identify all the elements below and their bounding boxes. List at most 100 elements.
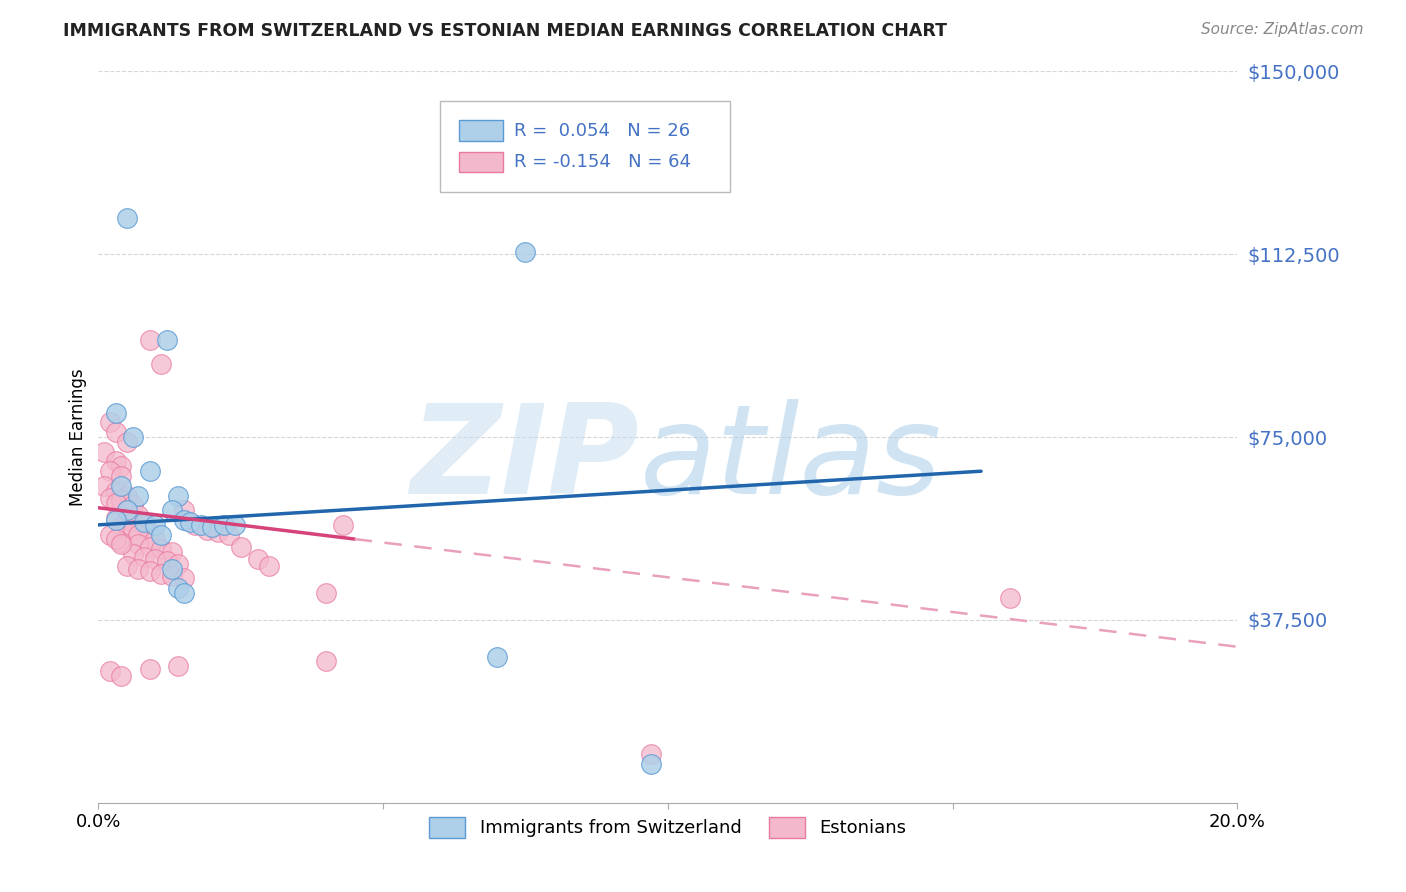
Point (104, 454, 127, 468)
Point (98, 664, 121, 678)
Point (156, 554, 179, 568)
Point (138, 333, 160, 347)
Point (218, 527, 240, 541)
Point (110, 493, 132, 508)
Point (110, 537, 132, 551)
Point (167, 659, 190, 673)
Point (332, 517, 354, 532)
Point (145, 517, 167, 532)
Text: R =  0.054   N = 26: R = 0.054 N = 26 (515, 121, 690, 140)
Point (486, 649, 509, 664)
Legend: Immigrants from Switzerland, Estonians: Immigrants from Switzerland, Estonians (422, 810, 914, 845)
FancyBboxPatch shape (440, 101, 731, 192)
Point (104, 533, 127, 547)
Point (207, 525, 229, 540)
Point (173, 513, 195, 527)
Point (132, 517, 155, 532)
Point (145, 533, 167, 547)
Point (190, 517, 212, 532)
Point (195, 523, 218, 537)
Point (998, 591, 1021, 605)
Point (110, 669, 132, 683)
Point (515, 244, 537, 259)
Point (167, 581, 190, 595)
Point (93, 444, 115, 458)
Point (315, 586, 337, 600)
Point (98, 416, 121, 430)
Point (127, 562, 149, 576)
Point (167, 489, 190, 503)
Point (93, 479, 115, 493)
Text: atlas: atlas (640, 399, 942, 519)
Point (150, 566, 173, 581)
Point (115, 503, 138, 517)
Point (98, 464, 121, 478)
Point (138, 540, 160, 554)
Point (115, 559, 138, 574)
Point (121, 499, 143, 513)
Point (115, 513, 138, 527)
Point (145, 552, 167, 566)
Text: IMMIGRANTS FROM SWITZERLAND VS ESTONIAN MEDIAN EARNINGS CORRELATION CHART: IMMIGRANTS FROM SWITZERLAND VS ESTONIAN … (63, 22, 948, 40)
Point (162, 544, 184, 558)
Point (150, 357, 173, 371)
Point (104, 425, 127, 440)
Point (98, 491, 121, 505)
Point (104, 496, 127, 510)
Point (127, 489, 149, 503)
Point (104, 510, 127, 524)
Point (132, 516, 155, 530)
Point (259, 559, 281, 574)
Point (104, 513, 127, 527)
Point (115, 503, 138, 517)
Point (115, 489, 138, 503)
Point (104, 483, 127, 498)
Point (98, 527, 121, 541)
Point (121, 516, 143, 530)
Point (173, 586, 195, 600)
Point (212, 517, 235, 532)
Y-axis label: Median Earnings: Median Earnings (69, 368, 87, 506)
Point (184, 517, 207, 532)
Point (127, 508, 149, 522)
Point (162, 569, 184, 583)
Point (640, 756, 662, 771)
Point (104, 406, 127, 420)
Point (138, 564, 160, 578)
Point (115, 434, 138, 449)
Point (110, 459, 132, 474)
Point (138, 525, 160, 540)
Text: ZIP: ZIP (411, 399, 640, 519)
Point (121, 547, 143, 561)
Point (229, 540, 252, 554)
Point (201, 520, 224, 534)
Point (315, 654, 337, 668)
Point (224, 517, 246, 532)
Point (173, 503, 195, 517)
Point (110, 469, 132, 483)
Point (132, 549, 155, 564)
Point (121, 523, 143, 537)
Point (110, 535, 132, 549)
Point (110, 479, 132, 493)
Point (110, 520, 132, 534)
Point (150, 542, 173, 557)
Point (640, 747, 662, 761)
Point (173, 572, 195, 586)
Point (179, 516, 201, 530)
Point (156, 333, 179, 347)
Point (127, 527, 149, 541)
Text: Source: ZipAtlas.com: Source: ZipAtlas.com (1201, 22, 1364, 37)
FancyBboxPatch shape (460, 120, 503, 141)
FancyBboxPatch shape (460, 152, 503, 172)
Point (121, 430, 143, 444)
Point (138, 662, 160, 676)
Point (246, 552, 269, 566)
Point (162, 503, 184, 517)
Point (115, 211, 138, 225)
Point (150, 527, 173, 541)
Point (167, 557, 190, 571)
Point (138, 464, 160, 478)
Point (162, 562, 184, 576)
Text: R = -0.154   N = 64: R = -0.154 N = 64 (515, 153, 692, 171)
